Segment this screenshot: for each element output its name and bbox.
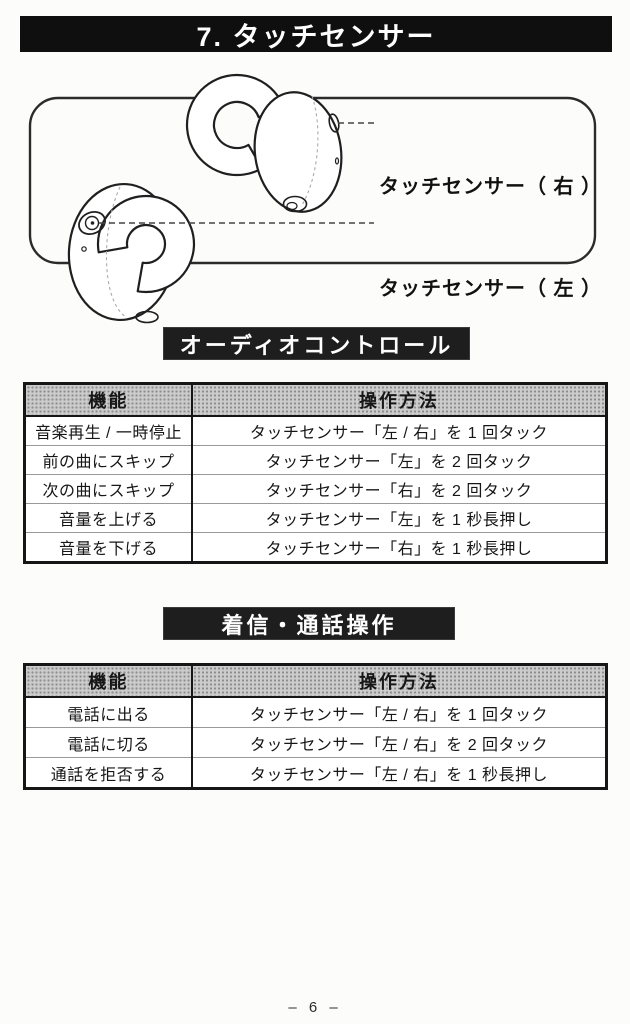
- column-header-operation: 操作方法: [192, 383, 607, 417]
- table-row: 音楽再生 / 一時停止 タッチセンサー「左 / 右」を 1 回タック: [24, 416, 607, 446]
- touch-sensor-right-label: タッチセンサー（ 右 ）: [379, 176, 603, 198]
- table-header-row: 機能 操作方法: [24, 664, 607, 698]
- column-header-operation: 操作方法: [192, 664, 607, 698]
- table-row: 電話に切る タッチセンサー「左 / 右」を 2 回タック: [24, 727, 607, 758]
- table-row: 音量を上げる タッチセンサー「左」を 1 秒長押し: [24, 503, 607, 533]
- function-cell: 前の曲にスキップ: [24, 445, 193, 475]
- function-cell: 通話を拒否する: [24, 757, 193, 789]
- table-row: 音量を下げる タッチセンサー「右」を 1 秒長押し: [24, 532, 607, 563]
- operation-cell: タッチセンサー「左 / 右」を 1 秒長押し: [192, 757, 607, 789]
- table-row: 電話に出る タッチセンサー「左 / 右」を 1 回タック: [24, 697, 607, 728]
- left-earbud-drawing: [67, 182, 196, 324]
- section-heading-audio-control: オーディオコントロール: [163, 327, 470, 360]
- page-title: 7. タッチセンサー: [20, 16, 612, 52]
- audio-control-table: 機能 操作方法 音楽再生 / 一時停止 タッチセンサー「左 / 右」を 1 回タ…: [23, 382, 608, 564]
- touch-sensor-left-label: タッチセンサー（ 左 ）: [379, 278, 603, 300]
- table-row: 次の曲にスキップ タッチセンサー「右」を 2 回タック: [24, 474, 607, 504]
- table-header-row: 機能 操作方法: [24, 383, 607, 417]
- function-cell: 音量を上げる: [24, 503, 193, 533]
- page-number: – 6 –: [288, 999, 342, 1016]
- operation-cell: タッチセンサー「左 / 右」を 2 回タック: [192, 727, 607, 758]
- section-heading-call-operations: 着信・通話操作: [163, 607, 455, 640]
- function-cell: 電話に切る: [24, 727, 193, 758]
- operation-cell: タッチセンサー「右」を 1 秒長押し: [192, 532, 607, 563]
- table-row: 通話を拒否する タッチセンサー「左 / 右」を 1 秒長押し: [24, 757, 607, 789]
- column-header-function: 機能: [24, 383, 193, 417]
- function-cell: 次の曲にスキップ: [24, 474, 193, 504]
- call-operations-table: 機能 操作方法 電話に出る タッチセンサー「左 / 右」を 1 回タック 電話に…: [23, 663, 608, 790]
- earbuds-illustration: タッチセンサー（ 右 ） タッチセンサー（ 左 ）: [0, 60, 630, 330]
- right-earbud-drawing: [185, 73, 343, 213]
- column-header-function: 機能: [24, 664, 193, 698]
- operation-cell: タッチセンサー「左 / 右」を 1 回タック: [249, 425, 549, 442]
- operation-cell: タッチセンサー「左」を 2 回タック: [192, 445, 607, 475]
- function-cell: 音楽再生 / 一時停止: [24, 416, 193, 446]
- function-cell: 電話に出る: [24, 697, 193, 728]
- function-cell: 音量を下げる: [24, 532, 193, 563]
- left-touch-sensor-mark: [78, 211, 106, 235]
- operation-cell: タッチセンサー「右」を 2 回タック: [192, 474, 607, 504]
- operation-cell: タッチセンサー「左」を 1 秒長押し: [192, 503, 607, 533]
- table-row: 前の曲にスキップ タッチセンサー「左」を 2 回タック: [24, 445, 607, 475]
- operation-cell: タッチセンサー「左 / 右」を 1 回タック: [249, 706, 549, 724]
